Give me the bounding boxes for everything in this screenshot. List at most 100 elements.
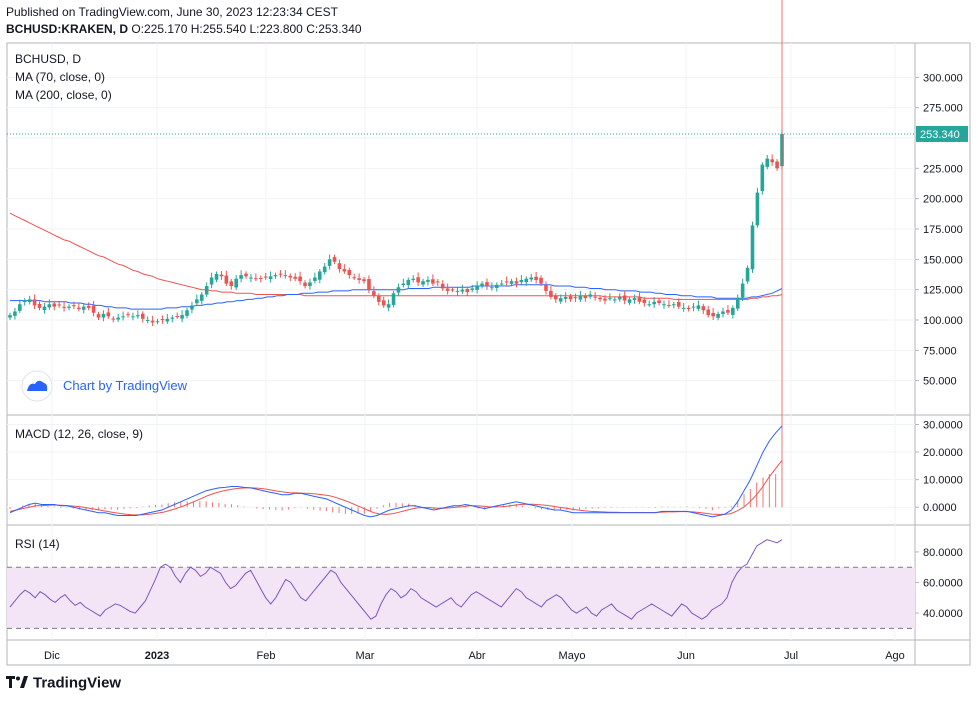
y-tick-label: 50.000 [923, 376, 957, 388]
candle-body [199, 294, 204, 301]
candle-body [760, 164, 765, 192]
candle-body [52, 303, 57, 307]
candle-body [185, 310, 189, 316]
candle-body [165, 318, 170, 322]
candle-body [696, 305, 701, 309]
ma200-line [9, 212, 783, 300]
candle-body [391, 293, 396, 305]
candle-body [401, 283, 406, 286]
candle-body [676, 302, 681, 307]
candle-body [234, 278, 238, 288]
tradingview-logo-text: TradingView [33, 674, 122, 692]
candle-body [86, 305, 91, 308]
candle-body [170, 317, 175, 319]
y-tick-label: 225.000 [923, 163, 963, 175]
candle-body [573, 297, 578, 299]
candle-body [367, 278, 371, 290]
candle-body [322, 266, 327, 273]
candle-body [603, 298, 607, 301]
candle-body [96, 314, 101, 318]
candle-body [470, 288, 475, 290]
candle-body [357, 278, 361, 280]
candle-body [431, 279, 435, 284]
candle-body [686, 307, 691, 310]
candle-body [13, 311, 17, 316]
candle-body [372, 291, 376, 296]
candle-body [254, 278, 258, 280]
candle-body [18, 304, 22, 311]
tradingview-logo-icon [6, 675, 28, 692]
y-tick-label: 60.0000 [923, 578, 963, 590]
candle-body [27, 299, 32, 303]
candle-body [32, 299, 37, 306]
candle-body [598, 297, 602, 300]
candle-body [72, 305, 76, 307]
ma70-line [10, 284, 783, 310]
candle-body [509, 281, 514, 284]
candle-body [263, 276, 268, 278]
candle-body [195, 299, 199, 304]
last-price-tag [916, 125, 968, 142]
candle-body [657, 300, 661, 304]
candle-body [288, 275, 293, 278]
candle-body [57, 304, 61, 306]
candle-body [568, 296, 573, 300]
candle-body [524, 278, 529, 283]
candle-body [42, 306, 47, 311]
x-tick-label: 2023 [145, 650, 169, 662]
candle-body [608, 298, 612, 300]
high-value: H:255.540 [190, 22, 247, 36]
candle-body [667, 304, 671, 306]
candle-body [175, 316, 179, 318]
candle-body [490, 287, 494, 289]
candle-body [62, 306, 66, 308]
main-pane-title: BCHUSD, D [15, 52, 81, 66]
y-tick-label: 75.000 [923, 345, 957, 357]
symbol-ohlc: BCHUSD:KRAKEN, D O:225.170 H:255.540 L:2… [6, 22, 362, 36]
candle-body [91, 305, 96, 313]
y-tick-label: 30.0000 [923, 420, 963, 432]
candle-body [495, 284, 499, 288]
candle-body [140, 313, 145, 319]
y-tick-label: 300.000 [923, 72, 963, 84]
candle-body [81, 306, 86, 310]
close-value: C:253.340 [306, 22, 362, 36]
y-tick-label: 10.0000 [923, 475, 963, 487]
candle-body [37, 303, 42, 308]
candle-body [529, 277, 534, 280]
candle-body [613, 299, 617, 301]
candle-body [386, 304, 391, 308]
candle-body [145, 320, 150, 321]
cloud-icon [27, 380, 48, 391]
candle-body [627, 299, 632, 303]
candle-body [716, 313, 720, 318]
x-tick-label: Mar [356, 650, 375, 662]
candle-body [578, 295, 583, 300]
candle-body [244, 273, 248, 277]
candle-body [554, 295, 558, 300]
candle-body [583, 295, 588, 299]
candle-body [150, 320, 155, 323]
candle-body [396, 287, 401, 293]
candle-body [504, 281, 509, 283]
candle-body [239, 275, 243, 279]
candle-body [362, 279, 366, 282]
candle-body [421, 281, 425, 285]
y-tick-label: 100.000 [923, 315, 963, 327]
x-tick-label: Mayo [559, 650, 586, 662]
candle-body [558, 298, 563, 302]
candle-body [131, 316, 135, 318]
candle-body [765, 158, 770, 167]
rsi-band-fill [7, 567, 915, 629]
candle-body [672, 304, 676, 306]
candle-body [480, 283, 484, 287]
y-tick-label: 175.000 [923, 224, 963, 236]
candle-body [136, 315, 140, 317]
rsi-pane-title: RSI (14) [15, 537, 60, 551]
candle-body [190, 305, 194, 310]
tradingview-footer-logo[interactable]: TradingView [6, 674, 121, 692]
candle-body [111, 318, 116, 320]
candle-body [283, 275, 288, 277]
candle-body [632, 298, 637, 301]
